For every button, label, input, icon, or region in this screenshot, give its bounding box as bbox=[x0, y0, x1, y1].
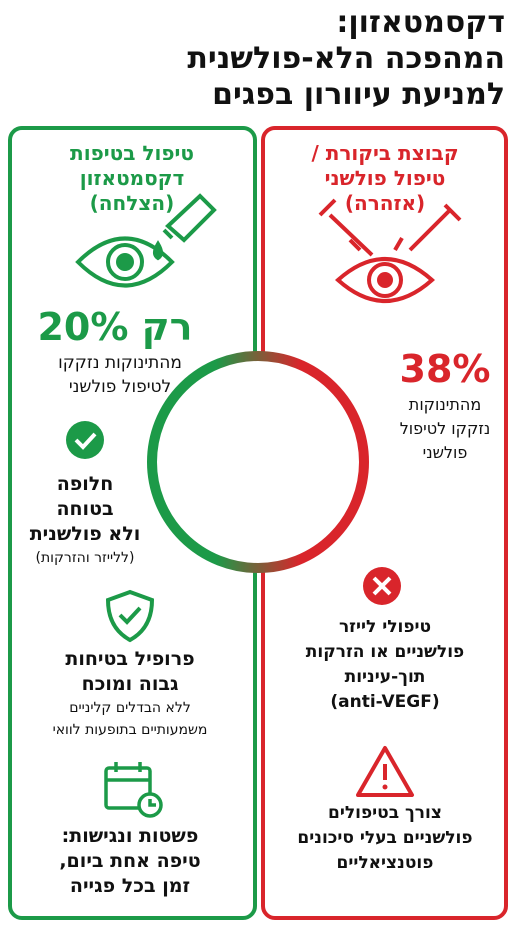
right-header: קבוצת ביקורת / bbox=[311, 141, 458, 165]
left-item-note: משמעותיים בתופעות לוואי bbox=[53, 722, 208, 738]
right-item: פולשניים או הזרקות bbox=[306, 642, 464, 662]
right-header: טיפול פולשני bbox=[325, 166, 446, 190]
title-line: למניעת עיוורון בפגים bbox=[212, 77, 505, 112]
left-header: (הצלחה) bbox=[90, 191, 175, 215]
center-ring bbox=[147, 351, 369, 573]
left-item-note: ללא הבדלים קליניים bbox=[69, 700, 191, 716]
right-item: צורך בטיפולים bbox=[328, 803, 442, 823]
left-item: בטוחה bbox=[56, 498, 113, 520]
right-stat: 38% bbox=[400, 347, 491, 391]
warning-icon bbox=[356, 746, 414, 797]
right-stat-text: פולשני bbox=[423, 443, 468, 462]
left-header: טיפול בטיפות bbox=[70, 141, 194, 165]
right-stat-text: מהתינוקות bbox=[409, 395, 481, 414]
title-line: המהפכה הלא-פולשנית bbox=[187, 41, 505, 76]
right-header: (אזהרה) bbox=[345, 191, 425, 215]
check-icon bbox=[66, 421, 104, 459]
left-stat-text: מהתינוקות נזקקו bbox=[58, 353, 182, 373]
left-item: גבוה ומוכח bbox=[82, 673, 179, 695]
right-item: תוך-עיניות bbox=[345, 667, 426, 687]
right-item: פוטנציאליים bbox=[337, 853, 434, 873]
shield-icon bbox=[105, 589, 155, 643]
right-item: טיפולי לייזר bbox=[339, 617, 431, 637]
right-stat-text: נזקקו לטיפול bbox=[400, 419, 491, 438]
left-item: טיפה אחת ביום, bbox=[59, 850, 200, 872]
left-item-note: (ללייזר והזרקות) bbox=[36, 550, 135, 566]
right-item: (anti-VEGF) bbox=[330, 692, 439, 712]
left-stat: רק 20% bbox=[37, 305, 192, 349]
left-stat-text: לטיפול פולשני bbox=[69, 377, 171, 397]
left-item: פרופיל בטיחות bbox=[65, 648, 194, 670]
right-item: פולשניים בעלי סיכונים bbox=[297, 828, 472, 848]
calendar-icon bbox=[104, 762, 163, 818]
left-header: דקסמטאזון bbox=[80, 166, 184, 190]
eye-syringe-icon bbox=[318, 198, 462, 303]
left-item: ולא פולשנית bbox=[30, 523, 141, 545]
eye-drop-icon bbox=[75, 193, 217, 288]
x-icon bbox=[363, 567, 401, 605]
left-item: זמן בכל פגייה bbox=[70, 875, 190, 897]
left-item: פשטות ונגישות: bbox=[62, 825, 199, 847]
left-item: חלופה bbox=[57, 473, 114, 495]
title-line: דקסמטאזון: bbox=[336, 5, 505, 40]
